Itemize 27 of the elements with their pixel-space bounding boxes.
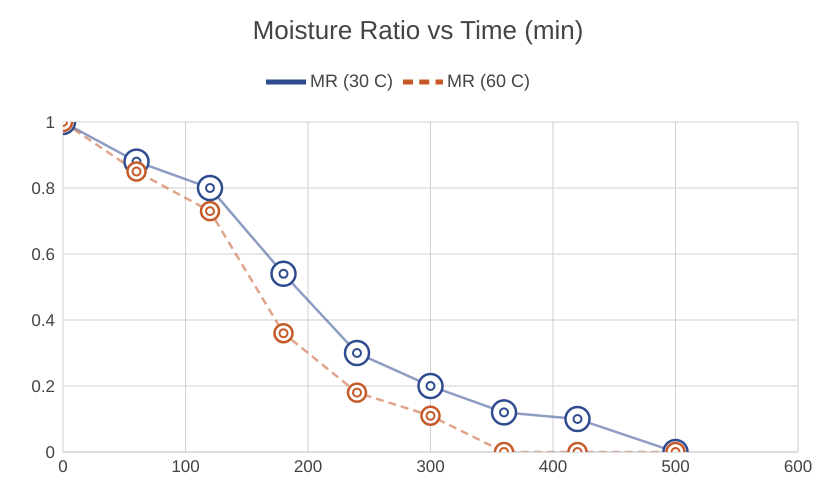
x-tick-label: 600	[784, 457, 812, 476]
point	[200, 200, 220, 222]
point	[273, 322, 294, 344]
x-tick-label: 100	[171, 457, 200, 476]
point	[270, 260, 297, 288]
x-tick-label: 500	[661, 457, 690, 476]
legend-label: MR (30 C)	[310, 70, 393, 91]
y-tick-label: 0.8	[31, 179, 55, 198]
point	[196, 174, 224, 202]
x-tick-label: 0	[58, 457, 68, 476]
point	[126, 161, 147, 182]
x-tick-label: 400	[538, 457, 568, 476]
y-tick-label: 1	[46, 113, 55, 132]
legend-label: MR (60 C)	[447, 70, 530, 91]
point	[490, 399, 518, 426]
point	[420, 405, 441, 426]
point	[564, 406, 591, 432]
y-tick-label: 0.2	[31, 377, 55, 396]
chart-title: Moisture Ratio vs Time (min)	[252, 14, 584, 47]
y-tick-label: 0.4	[31, 311, 55, 330]
point	[344, 340, 370, 366]
x-tick-label: 300	[416, 457, 445, 476]
x-tick-label: 200	[294, 457, 322, 476]
y-tick-label: 0.6	[31, 245, 55, 264]
point	[346, 382, 368, 403]
y-tick-label: 0	[46, 443, 55, 462]
point	[417, 372, 444, 400]
